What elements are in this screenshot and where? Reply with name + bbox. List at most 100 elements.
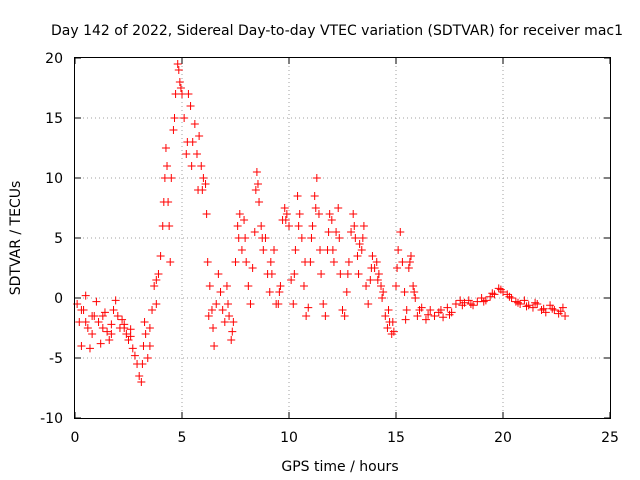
data-point bbox=[479, 297, 488, 306]
data-point bbox=[430, 312, 439, 320]
data-point bbox=[88, 312, 97, 320]
data-point bbox=[265, 288, 274, 296]
y-tick-label: 5 bbox=[54, 231, 63, 247]
data-point bbox=[96, 339, 105, 348]
data-point bbox=[92, 297, 101, 306]
data-point bbox=[317, 270, 326, 278]
data-point bbox=[182, 150, 191, 158]
data-point bbox=[159, 198, 168, 206]
data-point bbox=[443, 303, 452, 312]
data-point bbox=[128, 344, 137, 353]
data-point bbox=[105, 336, 114, 344]
data-point bbox=[233, 222, 242, 230]
data-point bbox=[282, 210, 291, 218]
data-point bbox=[321, 312, 330, 320]
data-point bbox=[405, 258, 414, 266]
data-point bbox=[516, 300, 525, 308]
data-point bbox=[156, 252, 165, 260]
data-point bbox=[466, 300, 475, 308]
y-tick-label: -10 bbox=[40, 411, 63, 427]
data-point bbox=[464, 296, 473, 305]
data-point bbox=[477, 294, 486, 302]
data-point bbox=[135, 372, 144, 380]
data-point bbox=[113, 312, 122, 320]
data-point bbox=[173, 60, 182, 68]
data-point bbox=[166, 258, 175, 266]
data-point bbox=[81, 291, 90, 300]
y-tick-label: 10 bbox=[45, 171, 63, 187]
data-point bbox=[307, 234, 316, 242]
data-point bbox=[184, 90, 193, 98]
data-point bbox=[384, 306, 393, 314]
data-point bbox=[394, 246, 403, 254]
data-point bbox=[302, 312, 311, 320]
data-point bbox=[77, 342, 86, 350]
data-point bbox=[304, 303, 313, 312]
data-point bbox=[174, 66, 183, 74]
data-point bbox=[255, 198, 264, 206]
data-point bbox=[546, 301, 555, 310]
data-point bbox=[251, 186, 260, 194]
data-point bbox=[494, 284, 503, 293]
data-point bbox=[314, 210, 323, 218]
data-point bbox=[98, 324, 107, 332]
data-point bbox=[163, 162, 172, 170]
y-tick-labels: -10 -5 0 5 10 15 20 bbox=[40, 51, 63, 427]
data-point bbox=[229, 318, 238, 326]
data-point bbox=[274, 300, 283, 308]
data-point bbox=[336, 270, 345, 278]
data-point bbox=[253, 180, 262, 188]
plot-frame bbox=[74, 57, 611, 419]
data-point bbox=[334, 204, 343, 212]
data-point bbox=[328, 246, 337, 254]
data-point bbox=[291, 246, 300, 254]
data-point bbox=[227, 336, 236, 344]
data-point bbox=[145, 324, 154, 332]
data-point bbox=[343, 270, 352, 278]
data-point bbox=[81, 318, 90, 326]
x-tick-label: 20 bbox=[494, 430, 512, 446]
data-point bbox=[152, 300, 161, 308]
data-point bbox=[377, 282, 386, 290]
data-point bbox=[410, 288, 419, 296]
data-point bbox=[235, 210, 244, 218]
data-point bbox=[228, 327, 237, 336]
x-axis-label: GPS time / hours bbox=[281, 459, 398, 475]
data-point bbox=[161, 144, 170, 152]
data-point bbox=[290, 270, 299, 278]
data-point bbox=[415, 306, 424, 314]
data-point bbox=[556, 307, 565, 316]
data-point bbox=[354, 270, 363, 278]
data-point bbox=[324, 228, 333, 236]
data-point bbox=[404, 264, 413, 272]
grid bbox=[75, 58, 610, 418]
data-point bbox=[439, 313, 448, 322]
chart-title: Day 142 of 2022, Sidereal Day-to-day VTE… bbox=[51, 23, 623, 39]
data-point bbox=[368, 252, 377, 260]
data-point bbox=[436, 306, 445, 314]
data-point bbox=[388, 318, 397, 326]
data-point bbox=[358, 234, 367, 242]
data-point bbox=[379, 288, 388, 296]
data-point bbox=[378, 294, 387, 302]
data-point bbox=[301, 258, 310, 266]
data-point bbox=[421, 315, 430, 324]
data-point bbox=[180, 114, 189, 122]
data-point bbox=[289, 300, 298, 308]
data-point bbox=[541, 308, 550, 317]
data-point bbox=[210, 342, 219, 350]
data-point bbox=[451, 300, 460, 308]
data-point bbox=[373, 276, 382, 284]
data-point bbox=[103, 327, 112, 336]
data-point bbox=[202, 210, 211, 218]
data-point bbox=[520, 296, 529, 305]
data-point bbox=[275, 288, 284, 296]
data-point bbox=[505, 292, 514, 301]
data-point bbox=[216, 288, 225, 296]
data-point bbox=[409, 282, 418, 290]
data-point bbox=[398, 258, 407, 266]
data-point bbox=[349, 210, 358, 218]
data-point bbox=[340, 312, 349, 320]
data-point bbox=[246, 300, 255, 308]
data-point bbox=[195, 132, 204, 140]
